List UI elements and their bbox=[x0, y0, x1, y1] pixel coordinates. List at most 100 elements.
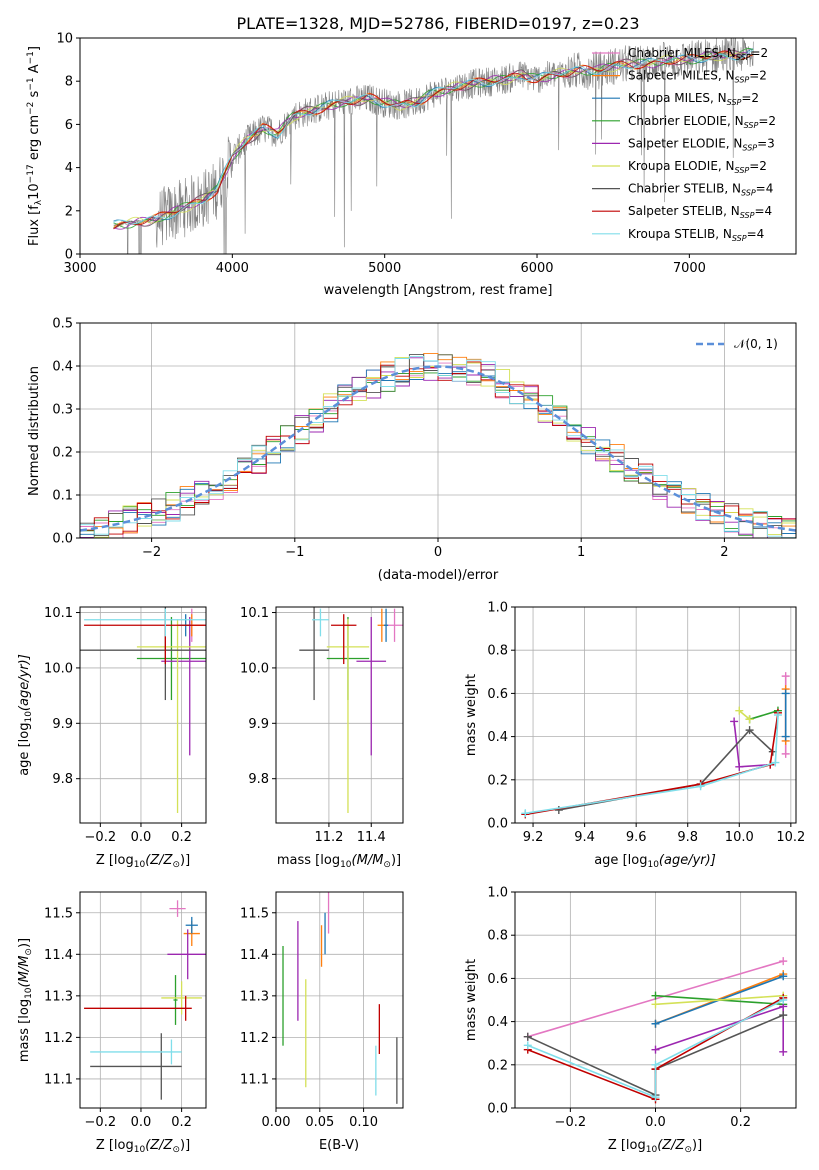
residuals-xlabel: (data-model)/error bbox=[378, 568, 499, 583]
legend-label-salpeter-stelib: Salpeter STELIB, NSSP=4 bbox=[628, 204, 772, 220]
weight-vs-z-marker-chabrier-miles-1 bbox=[779, 957, 788, 966]
mass-vs-ebv-xtick-label-2: 0.10 bbox=[349, 1115, 378, 1130]
spectrum-ytick-label-5: 10 bbox=[56, 32, 73, 47]
mass-vs-z-ylabel: mass [log10(M/M⊙)] bbox=[17, 938, 34, 1062]
residuals-ytick-label-4: 0.4 bbox=[52, 360, 73, 375]
spectrum-ytick-label-3: 6 bbox=[65, 118, 73, 133]
residuals-xtick-label-1: −1 bbox=[285, 545, 304, 560]
mass-vs-z-ytick-label-4: 11.5 bbox=[44, 906, 73, 921]
age-vs-z-ytick-label-2: 10.0 bbox=[44, 661, 73, 676]
weight-vs-age-ytick-label-0: 0.0 bbox=[487, 817, 508, 832]
weight-vs-z-marker-kroupa-miles-0 bbox=[651, 1019, 660, 1028]
weight-vs-z-marker-kroupa-stelib-0 bbox=[523, 1041, 532, 1050]
weight-vs-age-ytick-label-4: 0.8 bbox=[487, 644, 508, 659]
spectrum-ytick-label-4: 8 bbox=[65, 75, 73, 90]
mass-vs-z-ytick-label-0: 11.1 bbox=[44, 1072, 73, 1087]
age-vs-mass-ytick-label-3: 10.1 bbox=[240, 606, 269, 621]
legend-label-salpeter-miles: Salpeter MILES, NSSP=2 bbox=[628, 69, 767, 85]
spectrum-data bbox=[113, 38, 754, 254]
weight-vs-z-xtick-label-1: 0.0 bbox=[645, 1115, 666, 1130]
mass-vs-z-ytick-label-1: 11.2 bbox=[44, 1031, 73, 1046]
weight-vs-age-marker-kroupa-elodie-1 bbox=[745, 715, 754, 724]
age-vs-mass-ytick-label-2: 10.0 bbox=[240, 661, 269, 676]
weight-vs-age-ylabel: mass weight bbox=[464, 674, 479, 756]
legend-label-kroupa-elodie: Kroupa ELODIE, NSSP=2 bbox=[628, 159, 767, 175]
weight-vs-age-marker-kroupa-stelib-1 bbox=[696, 782, 705, 791]
weight-vs-z-series bbox=[523, 957, 788, 1104]
residuals-panel: −2 −1 0 1 2 0.0 0.1 0.2 0.3 0.4 0.5 (data-model)/e… bbox=[27, 317, 797, 583]
weight-vs-age-ytick-label-1: 0.2 bbox=[487, 773, 508, 788]
model-spectrum-salpeter-stelib bbox=[113, 50, 754, 230]
residuals-ytick-label-5: 0.5 bbox=[52, 317, 73, 332]
residuals-axes: −2 −1 0 1 2 0.0 0.1 0.2 0.3 0.4 0.5 bbox=[52, 317, 797, 560]
mass-vs-z-points bbox=[84, 900, 206, 1100]
weight-vs-age-ytick-label-5: 1.0 bbox=[487, 601, 508, 616]
mass-vs-ebv-panel: 0.00 0.05 0.10 11.1 11.2 11.3 11.4 11.5 E(B-V) bbox=[240, 891, 404, 1153]
weight-vs-z-marker-chabrier-stelib-0 bbox=[523, 1032, 532, 1041]
mass-vs-ebv-ytick-label-1: 11.2 bbox=[240, 1031, 269, 1046]
residuals-ytick-label-3: 0.3 bbox=[52, 403, 73, 418]
weight-vs-age-frame bbox=[514, 606, 797, 824]
mass-vs-ebv-xtick-label-1: 0.05 bbox=[305, 1115, 334, 1130]
weight-vs-age-line-chabrier-elodie bbox=[749, 709, 779, 721]
weight-vs-z-marker-kroupa-stelib-1 bbox=[651, 1093, 660, 1102]
legend-label-chabrier-stelib: Chabrier STELIB, NSSP=4 bbox=[628, 182, 773, 198]
spectrum-ylabel: Flux [fλ10−17 erg cm−2 s−1 A−1] bbox=[26, 46, 44, 246]
age-vs-z-xtick-label-1: 0.0 bbox=[131, 830, 152, 845]
residuals-ytick-label-0: 0.0 bbox=[52, 532, 73, 547]
spectrum-ytick-label-2: 4 bbox=[65, 161, 73, 176]
legend-label-chabrier-elodie: Chabrier ELODIE, NSSP=2 bbox=[628, 114, 776, 130]
age-vs-z-ytick-label-3: 10.1 bbox=[44, 606, 73, 621]
mass-vs-ebv-frame bbox=[275, 891, 404, 1109]
mass-vs-z-xtick-label-1: 0.0 bbox=[131, 1115, 152, 1130]
weight-vs-age-xtick-label-3: 9.8 bbox=[677, 830, 698, 845]
spectrum-xtick-label-1: 4000 bbox=[216, 261, 249, 276]
weight-vs-age-marker-kroupa-stelib-3 bbox=[773, 711, 782, 719]
weight-vs-z-xtick-label-0: −0.2 bbox=[555, 1115, 587, 1130]
mass-vs-z-frame bbox=[79, 891, 207, 1109]
weight-vs-z-marker-kroupa-elodie-0 bbox=[651, 1000, 660, 1009]
mass-vs-ebv-ytick-label-2: 11.3 bbox=[240, 989, 269, 1004]
mass-vs-z-xlabel: Z [log10(Z/Z⊙)] bbox=[96, 1138, 190, 1155]
weight-vs-age-xtick-label-5: 10.2 bbox=[776, 830, 805, 845]
weight-vs-z-marker-salpeter-elodie-0 bbox=[651, 1045, 660, 1054]
weight-vs-z-marker-salpeter-elodie-2 bbox=[779, 1047, 788, 1056]
weight-vs-z-ytick-label-3: 0.6 bbox=[487, 972, 508, 987]
weight-vs-z-line-kroupa-elodie bbox=[655, 994, 784, 1006]
residuals-ytick-label-2: 0.2 bbox=[52, 446, 73, 461]
normal-legend-label: 𝒩(0, 1) bbox=[734, 337, 778, 351]
spectrum-ytick-label-1: 2 bbox=[65, 204, 73, 219]
weight-vs-z-ytick-label-0: 0.0 bbox=[487, 1102, 508, 1117]
age-vs-z-ylabel: age [log10(age/yr)] bbox=[17, 654, 34, 776]
weight-vs-z-frame bbox=[514, 891, 797, 1109]
weight-vs-age-xlabel: age [log10(age/yr)] bbox=[594, 853, 716, 870]
legend-label-chabrier-miles: Chabrier MILES, NSSP=2 bbox=[628, 46, 768, 62]
weight-vs-age-xtick-label-2: 9.6 bbox=[626, 830, 647, 845]
spectrum-ytick-label-0: 0 bbox=[65, 248, 73, 263]
mass-vs-ebv-points bbox=[282, 892, 398, 1104]
weight-vs-age-marker-salpeter-elodie-0 bbox=[730, 717, 739, 726]
spectrum-panel: PLATE=1328, MJD=52786, FIBERID=0197, z=0… bbox=[26, 14, 797, 298]
spectrum-xlabel: wavelength [Angstrom, rest frame] bbox=[324, 283, 553, 298]
weight-vs-age-marker-kroupa-miles-1 bbox=[781, 689, 790, 698]
mass-vs-ebv-axes: 0.00 0.05 0.10 11.1 11.2 11.3 11.4 11.5 bbox=[240, 891, 404, 1130]
weight-vs-age-marker-kroupa-elodie-0 bbox=[735, 706, 744, 715]
weight-vs-age-marker-chabrier-miles-1 bbox=[781, 672, 790, 681]
weight-vs-age-marker-salpeter-elodie-1 bbox=[735, 762, 744, 771]
residuals-histograms bbox=[80, 352, 796, 538]
residuals-xtick-label-3: 1 bbox=[577, 545, 585, 560]
age-vs-mass-xlabel: mass [log10(M/M⊙)] bbox=[277, 853, 401, 870]
weight-vs-z-axes: −0.2 0.0 0.2 0.0 0.2 0.4 0.6 0.8 1.0 bbox=[487, 886, 797, 1130]
mass-vs-ebv-ytick-label-3: 11.4 bbox=[240, 948, 269, 963]
age-vs-mass-xtick-label-0: 11.2 bbox=[314, 830, 343, 845]
age-vs-mass-frame bbox=[275, 606, 404, 824]
mass-vs-ebv-xlabel: E(B-V) bbox=[319, 1138, 359, 1153]
spectrum-xtick-label-4: 7000 bbox=[673, 261, 706, 276]
weight-vs-z-ytick-label-4: 0.8 bbox=[487, 929, 508, 944]
age-vs-z-frame bbox=[79, 606, 207, 824]
weight-vs-age-xtick-label-0: 9.2 bbox=[523, 830, 544, 845]
weight-vs-z-marker-kroupa-miles-1 bbox=[779, 972, 788, 981]
residuals-xtick-label-0: −2 bbox=[142, 545, 161, 560]
weight-vs-z-marker-chabrier-stelib-3 bbox=[779, 1011, 788, 1020]
legend-label-kroupa-stelib: Kroupa STELIB, NSSP=4 bbox=[628, 227, 764, 243]
